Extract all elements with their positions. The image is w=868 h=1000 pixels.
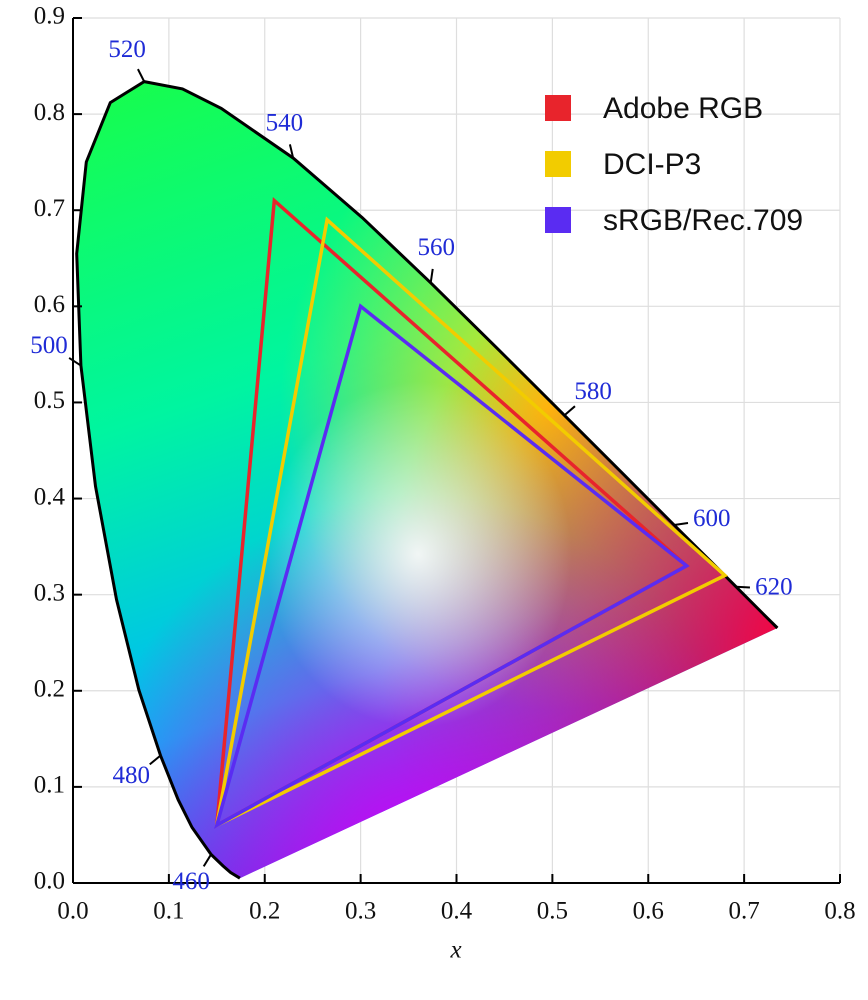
x-tick-label: 0.3 (345, 898, 376, 925)
x-tick-label: 0.8 (824, 898, 855, 925)
wavelength-tick (288, 144, 295, 159)
gamut-triangle (214, 303, 690, 829)
wavelength-tick (68, 357, 82, 367)
wavelength-tick (202, 853, 212, 867)
plot: 0.0 0.1 0.2 0.3 0.4 0.5 0.6 0.7 0.8 0.0 0.1 0.2 0.3 0… (30, 3, 855, 925)
x-axis-label: x (449, 937, 461, 964)
legend-label: DCI-P3 (603, 148, 701, 181)
wavelength-label: 600 (693, 505, 731, 532)
y-tick-label: 0.9 (34, 3, 65, 30)
y-tick-label: 0.2 (34, 676, 65, 703)
y-tick-label: 0.1 (34, 772, 65, 799)
wavelength-tick (149, 754, 162, 766)
wavelength-label: 540 (266, 110, 304, 137)
x-tick-label: 0.4 (441, 898, 473, 925)
wavelength-tick (137, 68, 146, 83)
wavelength-label: 460 (172, 868, 210, 895)
x-tick-label: 0.2 (249, 898, 280, 925)
x-tick-label: 0.0 (57, 898, 88, 925)
x-tick-label: 0.5 (537, 898, 568, 925)
wavelength-label: 620 (755, 573, 793, 600)
x-tick-label: 0.7 (729, 898, 760, 925)
y-tick-label: 0.7 (34, 195, 65, 222)
y-tick-label: 0.3 (34, 579, 65, 606)
wavelength-label: 500 (30, 332, 68, 359)
gamut-triangle (214, 216, 729, 829)
x-tick-label: 0.1 (153, 898, 184, 925)
wavelength-label: 580 (574, 378, 612, 405)
legend-label: sRGB/Rec.709 (603, 204, 803, 237)
wavelength-label: 480 (113, 762, 151, 789)
y-tick-label: 0.6 (34, 291, 65, 318)
x-tick-label: 0.6 (633, 898, 664, 925)
legend-label: Adobe RGB (603, 92, 763, 125)
legend-swatch (545, 207, 571, 233)
y-tick-label: 0.0 (34, 868, 65, 895)
wavelength-label: 560 (417, 234, 455, 261)
legend-swatch (545, 95, 571, 121)
wavelength-label: 520 (108, 36, 146, 63)
wavelength-tick (735, 585, 751, 589)
y-tick-label: 0.5 (34, 387, 65, 414)
wavelength-tick (673, 522, 689, 526)
y-tick-label: 0.4 (34, 483, 66, 510)
y-tick-label: 0.8 (34, 99, 65, 126)
wavelength-tick (563, 405, 576, 417)
spectral-locus (75, 80, 779, 880)
wavelength-tick (429, 268, 434, 283)
legend-swatch (545, 151, 571, 177)
